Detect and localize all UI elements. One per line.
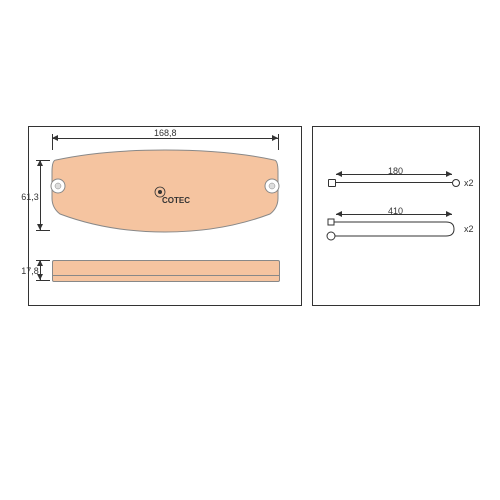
thick-ext-bot [36,280,50,281]
brand-logo: COTEC [162,196,190,205]
width-label: 168,8 [154,128,177,138]
wire-short-mult: x2 [464,178,474,188]
wire-long [326,216,460,242]
height-label: 61,3 [21,192,39,202]
wire-short-conn-right [452,179,460,187]
width-dim-line [52,138,278,139]
wl-arr-r [446,211,452,217]
wire-short-dim [336,174,452,175]
wire-short-conn-left [328,179,336,187]
wire-long-mult: x2 [464,224,474,234]
ws-arr-r [446,171,452,177]
thick-ext-top [36,260,50,261]
logo-icon [154,186,166,198]
brake-pad-side-view [52,260,280,282]
wire-short [336,182,452,183]
wl-arr-l [336,211,342,217]
height-dim-line [40,160,41,230]
wire-long-dim [336,214,452,215]
thickness-label: 17,8 [21,266,39,276]
ws-arr-l [336,171,342,177]
